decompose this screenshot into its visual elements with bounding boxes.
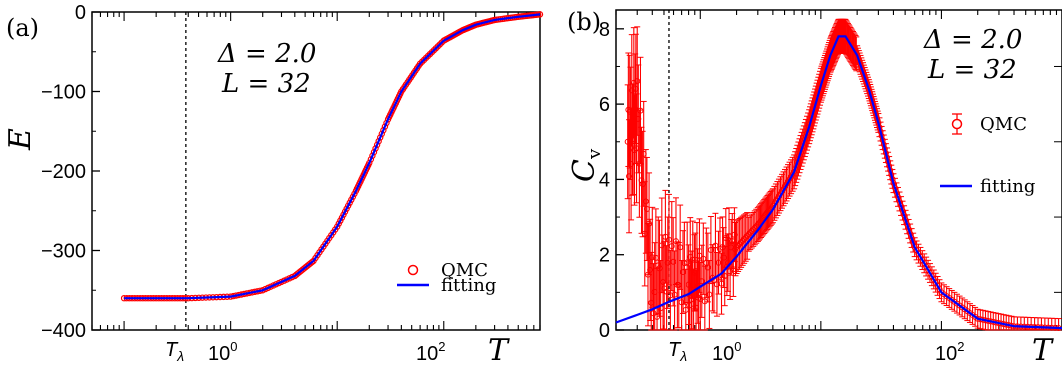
annotation-delta: Δ = 2.0 [217, 39, 316, 69]
data-point [637, 107, 644, 114]
data-point [308, 258, 316, 266]
y-axis-title: E [3, 128, 38, 151]
y-tick-label: 8 [599, 19, 610, 41]
x-tick-label-t-lambda: Tλ [668, 339, 687, 364]
y-tick-label: 0 [599, 320, 610, 342]
legend-label-qmc: QMC [441, 260, 488, 281]
legend: QMC fitting [397, 260, 496, 296]
data-point [642, 198, 649, 205]
data-point [926, 269, 933, 276]
data-point [672, 238, 679, 245]
plot-frame [615, 9, 1062, 331]
x-tick-label-100: 102 [935, 339, 964, 365]
panel-b: (b) 0 2 4 6 8 Tλ 100 102 T Cv Δ = 2.0 L = 32… [567, 8, 1062, 368]
data-point [932, 279, 939, 286]
y-tick-label: 2 [599, 245, 610, 267]
annotation-delta: Δ = 2.0 [923, 25, 1022, 55]
x-tick-label-1: 100 [208, 339, 237, 365]
t-lambda-text: T [668, 339, 682, 361]
x-axis-ticks [91, 12, 541, 330]
data-point [654, 313, 661, 320]
y-axis-ticks: 0 2 4 6 8 [599, 19, 1062, 342]
y-tick-label: 4 [599, 169, 610, 191]
x-tick-label-1: 100 [712, 339, 741, 365]
annotation-l: L = 32 [221, 69, 311, 99]
fitting-line [124, 13, 541, 300]
data-point [913, 247, 920, 254]
x-axis-ticks [615, 10, 1062, 330]
data-point [921, 260, 928, 267]
legend-marker-qmc [951, 118, 963, 130]
t-lambda-sub: λ [679, 348, 687, 364]
y-tick-label: 0 [75, 2, 86, 24]
y-axis-title-sub: v [584, 148, 605, 160]
legend: QMC fitting [940, 113, 1035, 197]
fitting-line [615, 35, 1062, 330]
t-lambda-sub: λ [176, 348, 184, 364]
data-point [915, 250, 922, 257]
x-tick-label-t-lambda: Tλ [165, 339, 184, 364]
data-point [917, 253, 924, 260]
panel-label: (b) [567, 8, 601, 36]
legend-marker-qmc [407, 264, 419, 276]
data-point [928, 273, 935, 280]
data-point [930, 276, 937, 283]
data-point [936, 286, 943, 293]
y-axis-title-main: C [567, 159, 602, 182]
legend-label-fitting: fitting [980, 176, 1035, 197]
data-point [646, 220, 653, 227]
y-tick-label: −200 [41, 161, 86, 183]
data-point [634, 78, 641, 85]
annotation-l: L = 32 [927, 55, 1017, 85]
data-point [934, 282, 941, 289]
t-lambda-text: T [165, 339, 179, 361]
data-layer [120, 11, 544, 302]
data-point [663, 288, 670, 295]
data-point [684, 259, 691, 266]
y-tick-label: −100 [41, 82, 86, 104]
y-axis-title: Cv [567, 148, 605, 182]
legend-label-fitting: fitting [441, 275, 496, 296]
y-tick-label: −300 [41, 241, 86, 263]
data-point [668, 243, 675, 250]
data-layer [615, 18, 1062, 331]
data-point [925, 266, 932, 273]
data-point [697, 296, 704, 303]
panel-a: (a) 0 −100 −200 −300 −400 Tλ 100 102 T E Δ =… [3, 2, 544, 368]
x-axis-title: T [1032, 333, 1054, 368]
legend-label-qmc: QMC [980, 114, 1027, 135]
y-tick-label: −400 [41, 320, 86, 342]
y-tick-label: 6 [599, 94, 610, 116]
data-point [923, 263, 930, 270]
x-tick-label-100: 102 [416, 339, 445, 365]
panel-label: (a) [6, 14, 39, 42]
data-point [919, 257, 926, 264]
x-axis-title: T [488, 333, 510, 368]
y-axis-ticks: 0 −100 −200 −300 −400 [41, 2, 100, 342]
